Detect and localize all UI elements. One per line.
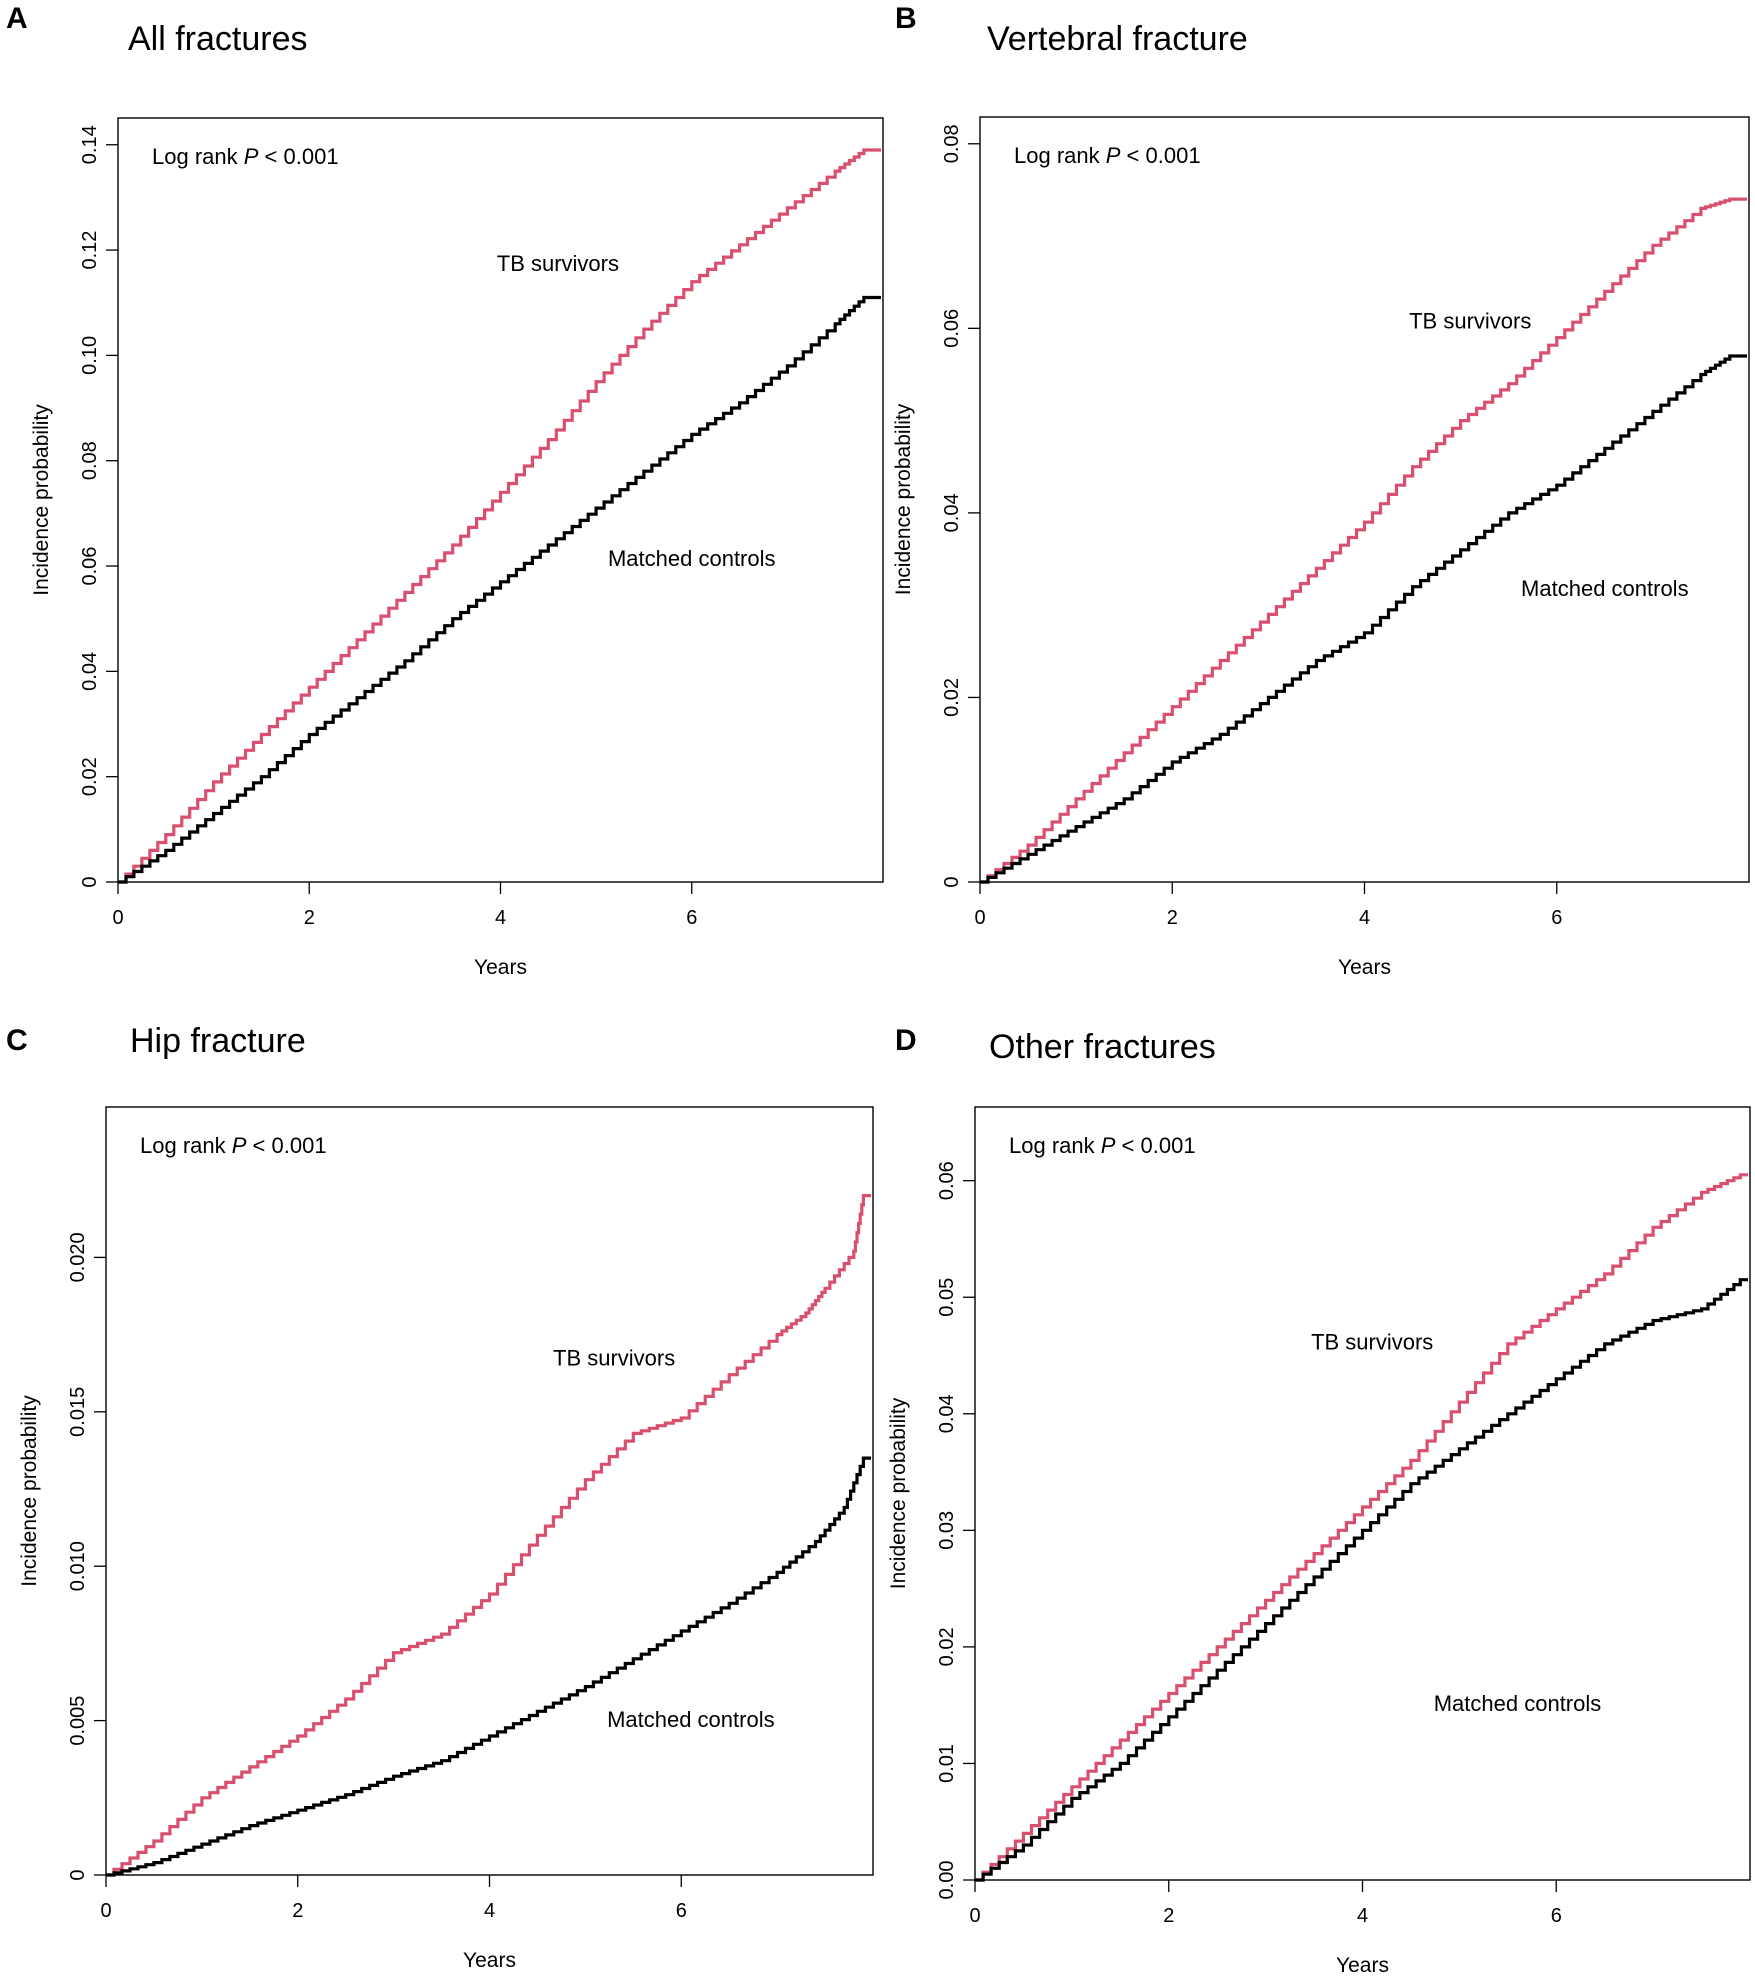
y-tick-label: 0.08 [941,124,963,163]
x-tick-label: 2 [1163,1905,1174,1927]
series-label-matched-controls: Matched controls [607,1707,775,1732]
series-line-tb-survivors [975,1175,1748,1880]
chart-svg: 0 2 4 6 0.00 0.01 0.02 0.03 0.04 0.05 0.06 Years Inc… [877,990,1755,1979]
series-label-tb-survivors: TB survivors [553,1345,675,1370]
y-tick-label: 0.00 [936,1861,958,1900]
y-tick-label: 0.12 [79,231,101,270]
y-tick-label: 0 [79,876,101,887]
panel-d: D Other fractures 0 2 4 6 0.00 0.01 0.02 0.03 0.… [877,990,1755,1979]
y-tick-label: 0.005 [67,1696,89,1746]
panel-a: A All fractures 0 2 4 6 0 0.02 0.04 0.06 0.08 0.1… [0,0,877,990]
log-rank-annotation: Log rank P < 0.001 [1009,1133,1196,1158]
y-tick-label: 0.06 [936,1161,958,1200]
annotation-p: P [1101,1133,1116,1158]
series-label-matched-controls: Matched controls [1434,1691,1602,1716]
plot-frame [975,1107,1750,1880]
series-line-tb-survivors [980,199,1747,882]
y-tick-label: 0.03 [936,1511,958,1550]
y-tick-label: 0.010 [67,1541,89,1591]
x-tick-label: 6 [676,1900,687,1922]
y-tick-label: 0 [941,876,963,887]
y-tick-label: 0.02 [941,678,963,717]
annotation-p: P [1106,143,1121,168]
y-tick-label: 0.020 [67,1232,89,1282]
x-axis-label: Years [463,1949,516,1972]
y-tick-label: 0.04 [936,1394,958,1433]
y-axis-label: Incidence probability [887,1397,910,1589]
plot-frame [980,117,1749,882]
x-tick-label: 0 [112,907,123,929]
y-axis-label: Incidence probability [30,404,53,596]
x-tick-label: 6 [1551,1905,1562,1927]
annotation-prefix: Log rank [1009,1133,1101,1158]
annotation-prefix: Log rank [152,144,244,169]
annotation-prefix: Log rank [1014,143,1106,168]
x-tick-label: 6 [686,907,697,929]
y-tick-label: 0.08 [79,441,101,480]
annotation-p: P [244,144,259,169]
x-tick-label: 0 [969,1905,980,1927]
plot-frame [106,1107,873,1875]
y-tick-label: 0.14 [79,125,101,164]
log-rank-annotation: Log rank P < 0.001 [140,1133,327,1158]
x-tick-label: 2 [292,1900,303,1922]
series-line-matched-controls [980,356,1747,882]
x-tick-label: 0 [974,907,985,929]
series-label-matched-controls: Matched controls [1521,576,1689,601]
y-axis-label: Incidence probability [18,1395,41,1587]
x-tick-label: 6 [1551,907,1562,929]
panel-c: C Hip fracture 0 2 4 6 0 0.005 0.010 0.015 0.020… [0,990,877,1979]
x-tick-label: 4 [1357,1905,1368,1927]
x-tick-label: 2 [1167,907,1178,929]
x-tick-label: 4 [1359,907,1370,929]
log-rank-annotation: Log rank P < 0.001 [152,144,339,169]
series-line-matched-controls [118,298,881,883]
annotation-suffix: < 0.001 [258,144,338,169]
y-tick-label: 0.04 [79,652,101,691]
x-axis-label: Years [1338,956,1391,979]
y-tick-label: 0.05 [936,1278,958,1317]
x-tick-label: 4 [484,1900,495,1922]
annotation-p: P [232,1133,247,1158]
series-line-tb-survivors [106,1196,871,1875]
x-tick-label: 0 [100,1900,111,1922]
x-tick-label: 4 [495,907,506,929]
y-tick-label: 0.06 [79,547,101,586]
y-tick-label: 0 [67,1869,89,1880]
y-tick-label: 0.10 [79,336,101,375]
log-rank-annotation: Log rank P < 0.001 [1014,143,1201,168]
annotation-suffix: < 0.001 [1120,143,1200,168]
y-tick-label: 0.015 [67,1387,89,1437]
annotation-suffix: < 0.001 [1115,1133,1195,1158]
series-label-tb-survivors: TB survivors [1311,1330,1433,1355]
y-tick-label: 0.02 [79,757,101,796]
x-tick-label: 2 [304,907,315,929]
chart-svg: 0 2 4 6 0 0.02 0.04 0.06 0.08 0.10 0.12 0.14 Years In… [0,0,877,990]
annotation-prefix: Log rank [140,1133,232,1158]
series-label-tb-survivors: TB survivors [1409,308,1531,333]
series-line-matched-controls [975,1280,1748,1880]
y-tick-label: 0.06 [941,309,963,348]
x-axis-label: Years [474,956,527,979]
series-label-tb-survivors: TB survivors [497,251,619,276]
series-label-matched-controls: Matched controls [608,546,776,571]
x-axis-label: Years [1336,1954,1389,1977]
y-tick-label: 0.04 [941,493,963,532]
y-axis-label: Incidence probability [892,403,915,595]
series-line-matched-controls [106,1458,871,1875]
chart-svg: 0 2 4 6 0 0.005 0.010 0.015 0.020 Years Incidence … [0,990,877,1979]
annotation-suffix: < 0.001 [246,1133,326,1158]
y-tick-label: 0.02 [936,1627,958,1666]
y-tick-label: 0.01 [936,1744,958,1783]
panel-b: B Vertebral fracture 0 2 4 6 0 0.02 0.04 0.06 0.… [877,0,1755,990]
chart-svg: 0 2 4 6 0 0.02 0.04 0.06 0.08 Years Incidence prob… [877,0,1755,990]
